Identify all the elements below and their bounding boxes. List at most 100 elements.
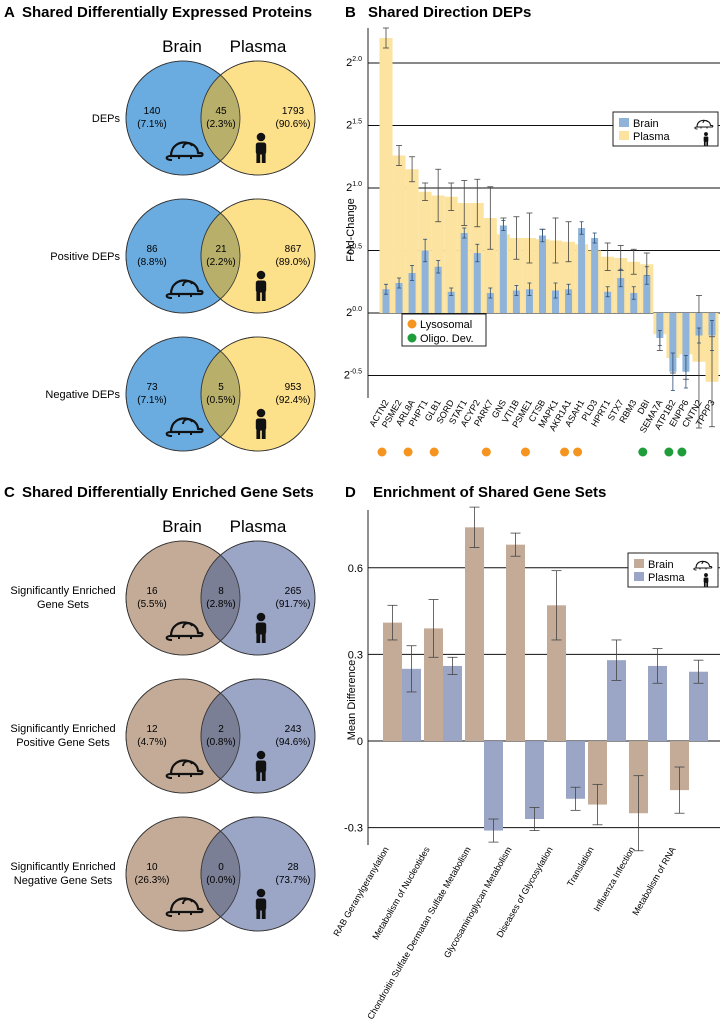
chart-d-bar-plasma (484, 741, 503, 831)
chart-b-bar-brain (434, 266, 442, 313)
chart-b-bar-brain (382, 289, 390, 313)
venn-plasma-count: 265 (285, 586, 302, 597)
venn-row-label: Significantly Enriched (10, 723, 115, 735)
venn-plasma-count: 243 (285, 724, 302, 735)
chart-d-bar-plasma (566, 741, 585, 799)
panel-c: C Shared Differentially Enriched Gene Se… (4, 484, 316, 932)
chart-b-annotation-dot (429, 447, 439, 457)
venn-diagram: 140 (7.1%) 45 (2.3%) 1793 (90.6%) DEPs (92, 60, 316, 176)
chart-d-bar-brain (670, 741, 689, 791)
venn-overlap-count: 45 (215, 106, 227, 117)
chart-b-bar-brain (682, 313, 690, 372)
venn-plasma-pct: (92.4%) (275, 395, 310, 406)
chart-d-legend-brain: Brain (648, 559, 674, 571)
panel-b: B Shared Direction DEPs Fold-Change 2-0.… (344, 4, 720, 457)
chart-b-bar-brain (512, 290, 520, 313)
chart-b-annotation-dot (664, 447, 674, 457)
lysosomal-dot-icon (407, 319, 417, 329)
chart-b-annotation-dot (573, 447, 583, 457)
venn-a-brain-label: Brain (162, 37, 202, 56)
chart-b-bar-brain (617, 278, 625, 313)
venn-row-label: Significantly Enriched (10, 861, 115, 873)
chart-b-legend-box (612, 111, 719, 147)
venn-plasma-outline (200, 816, 316, 932)
chart-b-bar-brain (473, 253, 481, 313)
chart-b-bar-brain (591, 238, 599, 313)
venn-brain-outline (125, 198, 241, 314)
venn-row-label: Positive Gene Sets (16, 737, 110, 749)
chart-b-bar-brain (630, 293, 638, 313)
venn-plasma-pct: (89.0%) (275, 257, 310, 268)
venn-c-group: 16 (5.5%) 8 (2.8%) 265 (91.7%) Significantly E… (10, 540, 316, 932)
chart-d-ytick-label: -0.3 (344, 823, 363, 835)
chart-b-bar-brain (499, 225, 507, 313)
venn-brain-count: 140 (144, 106, 161, 117)
chart-d-legend-box (627, 552, 719, 588)
chart-b-ytick-label: 22.0 (346, 56, 362, 69)
chart-d-bar-plasma (443, 665, 462, 742)
venn-plasma-outline (200, 540, 316, 656)
chart-b-ylabel: Fold-Change (345, 198, 357, 262)
chart-b-bar-brain (565, 289, 573, 313)
chart-d-category-label: Translation (565, 845, 596, 888)
venn-overlap (201, 337, 240, 451)
chart-b-bar-plasma (392, 155, 406, 313)
venn-plasma-outline (200, 336, 316, 452)
chart-b-legend-swatch-plasma (619, 131, 629, 140)
venn-brain-pct: (5.5%) (137, 599, 166, 610)
chart-d-bar-brain (588, 741, 607, 805)
venn-plasma-pct: (94.6%) (275, 737, 310, 748)
chart-b-annotation-dot (520, 447, 530, 457)
chart-b-legend-brain: Brain (633, 118, 659, 130)
venn-overlap-count: 21 (215, 244, 227, 255)
chart-d-bar-plasma (689, 671, 708, 742)
chart-b-annotation-dot (377, 447, 387, 457)
panel-c-letter: C (4, 484, 15, 501)
chart-b-bar-brain (552, 290, 560, 313)
chart-b-annotation-dot (481, 447, 491, 457)
venn-brain-count: 10 (146, 862, 158, 873)
chart-b-bar-brain (604, 291, 612, 313)
venn-row-label: DEPs (92, 113, 121, 125)
venn-overlap-count: 5 (218, 382, 224, 393)
venn-brain-outline (125, 336, 241, 452)
venn-row-label: Negative Gene Sets (14, 875, 113, 887)
venn-diagram: 16 (5.5%) 8 (2.8%) 265 (91.7%) Significantly E… (10, 540, 316, 656)
chart-d-legend: Brain Plasma (627, 552, 719, 588)
venn-diagram: 12 (4.7%) 2 (0.8%) 243 (94.6%) Significantly E… (10, 678, 316, 794)
venn-brain-outline (125, 816, 241, 932)
venn-a-group: 140 (7.1%) 45 (2.3%) 1793 (90.6%) DEPs 86 (8.8%)… (45, 60, 316, 452)
venn-row-label: Gene Sets (37, 599, 89, 611)
venn-plasma-pct: (73.7%) (275, 875, 310, 886)
chart-d-category-label: Metabolism of RNA (630, 845, 677, 917)
chart-d-ytick-label: 0.3 (348, 649, 363, 661)
chart-b-bar-brain (447, 291, 455, 313)
chart-b-ytick-label: 21.0 (346, 181, 362, 194)
chart-b-bar-brain (578, 228, 586, 313)
venn-overlap-count: 8 (218, 586, 224, 597)
venn-overlap-pct: (2.3%) (206, 119, 235, 130)
chart-d-bar-brain (383, 622, 402, 742)
venn-plasma-count: 1793 (282, 106, 305, 117)
panel-a-title: Shared Differentially Expressed Proteins (22, 4, 312, 21)
venn-brain-count: 86 (146, 244, 158, 255)
chart-b-bar-brain (525, 289, 533, 313)
venn-plasma-outline (200, 198, 316, 314)
chart-b-bar-brain (395, 283, 403, 313)
chart-b-annotation-legend: Lysosomal Oligo. Dev. (401, 313, 487, 347)
venn-row-label: Negative DEPs (45, 389, 120, 401)
chart-b-ytick-label: 2-0.5 (344, 369, 362, 382)
venn-a-plasma-label: Plasma (230, 37, 287, 56)
chart-b-bar-brain (669, 313, 677, 372)
chart-b-legend-swatch-brain (619, 118, 629, 127)
venn-overlap-pct: (0.8%) (206, 737, 235, 748)
chart-b-bar-brain (486, 293, 494, 313)
chart-b-annotation-dot (677, 447, 687, 457)
chart-b-bar-brain (460, 233, 468, 313)
venn-overlap-count: 2 (218, 724, 224, 735)
panel-a-letter: A (4, 4, 15, 21)
venn-diagram: 73 (7.1%) 5 (0.5%) 953 (92.4%) Negative DEPs (45, 336, 316, 452)
chart-b-legend: Brain Plasma (612, 111, 719, 147)
chart-d-bar-brain (424, 628, 443, 742)
